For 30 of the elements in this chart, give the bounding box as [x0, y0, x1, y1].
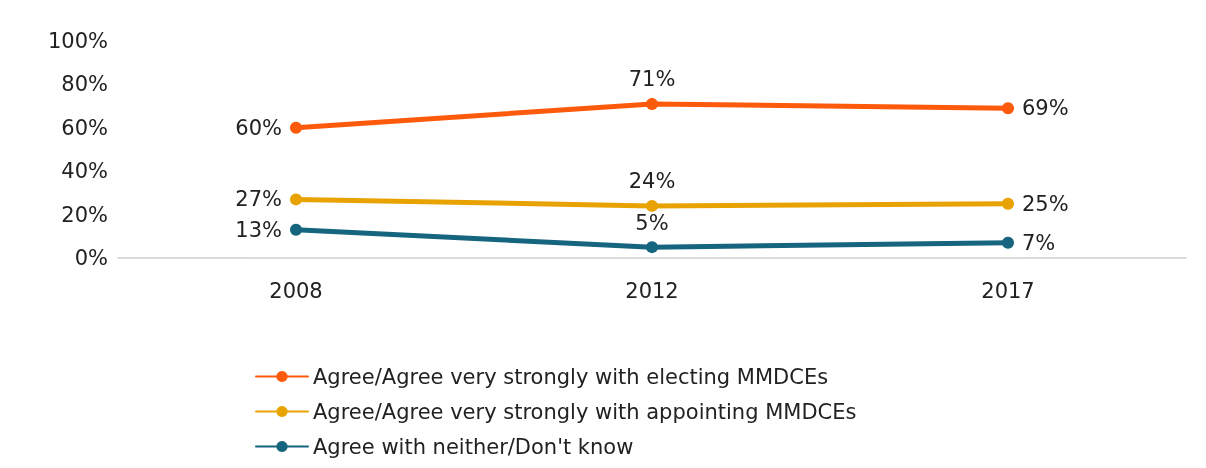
point — [290, 223, 302, 236]
data-label: 5% — [635, 210, 669, 235]
y-tick-label: 0% — [74, 246, 108, 270]
point — [646, 199, 658, 212]
data-label: 7% — [1022, 230, 1056, 255]
data-label: 69% — [1022, 96, 1069, 121]
y-tick-label: 20% — [61, 202, 108, 227]
point — [290, 193, 302, 206]
data-label: 13% — [235, 217, 282, 242]
x-tick-label: 2012 — [625, 278, 679, 303]
legend-label: Agree with neither/Don't know — [313, 434, 634, 459]
data-label: 25% — [1022, 191, 1069, 216]
point — [1002, 102, 1014, 115]
y-tick-label: 60% — [61, 115, 108, 140]
data-label: 27% — [235, 187, 282, 212]
data-label: 60% — [235, 115, 282, 140]
x-tick-label: 2017 — [981, 278, 1035, 303]
point — [1002, 236, 1014, 249]
y-tick-label: 100% — [47, 29, 108, 53]
legend-label: Agree/Agree very strongly with electing MMDCEs — [313, 364, 829, 389]
point — [646, 97, 658, 110]
legend-label: Agree/Agree very strongly with appointing MMDCEs — [313, 399, 857, 424]
y-tick-label: 40% — [61, 159, 108, 184]
data-label: 71% — [628, 67, 676, 92]
x-tick-label: 2008 — [269, 278, 323, 303]
data-label: 24% — [628, 169, 676, 194]
y-tick-label: 80% — [61, 72, 108, 97]
point — [646, 241, 658, 254]
point — [290, 121, 302, 134]
point — [1002, 197, 1014, 210]
